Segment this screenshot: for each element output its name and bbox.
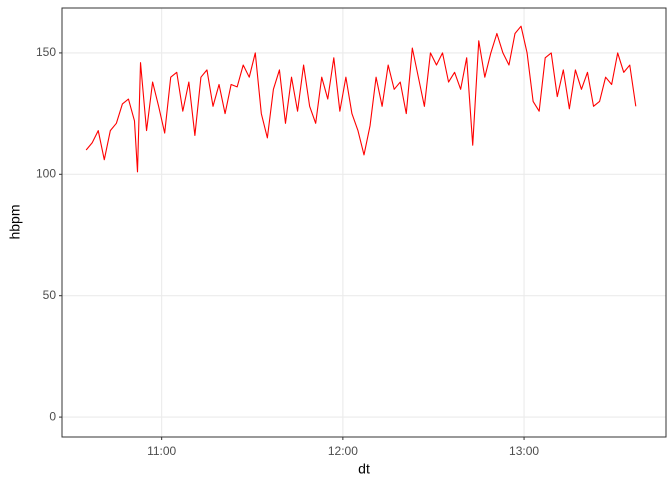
y-tick-label: 100 bbox=[36, 166, 56, 180]
x-tick-label: 12:00 bbox=[328, 444, 358, 458]
plot-area bbox=[85, 25, 637, 173]
y-tick-label: 0 bbox=[49, 409, 56, 423]
y-tick-label: 150 bbox=[36, 45, 56, 59]
x-tick-label: 13:00 bbox=[509, 444, 539, 458]
grid bbox=[62, 8, 666, 437]
x-axis-title: dt bbox=[358, 461, 370, 477]
line bbox=[85, 25, 637, 173]
y-tick-label: 50 bbox=[43, 288, 57, 302]
y-axis-title: hbpm bbox=[7, 204, 23, 239]
panel-border bbox=[61, 7, 667, 438]
x-tick-label: 11:00 bbox=[147, 444, 176, 458]
